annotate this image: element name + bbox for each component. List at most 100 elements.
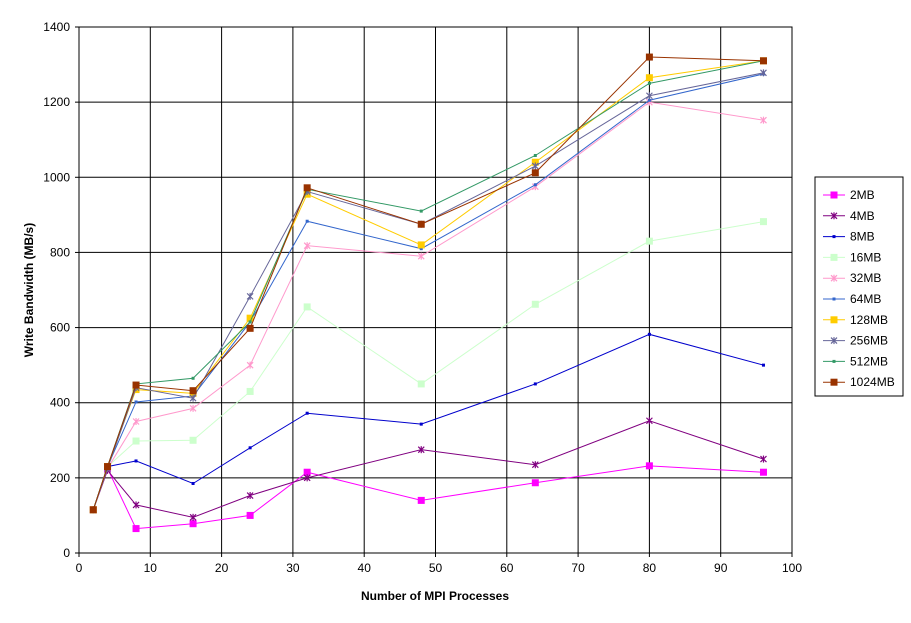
data-point: [760, 455, 767, 463]
data-point: [248, 446, 252, 450]
data-point: [419, 422, 423, 426]
x-tick-label: 20: [215, 561, 229, 575]
data-point: [531, 169, 539, 177]
legend-marker: [830, 253, 838, 261]
series-1024mb: [89, 53, 767, 514]
data-point: [134, 459, 138, 463]
data-point: [189, 387, 197, 395]
data-point: [647, 81, 651, 85]
data-point: [417, 220, 425, 228]
series-256mb: [89, 69, 767, 514]
data-point: [417, 241, 425, 249]
legend-marker: [832, 235, 836, 239]
y-tick-label: 400: [50, 396, 70, 410]
data-point: [305, 219, 309, 223]
data-point: [246, 511, 254, 519]
plot-area: [75, 26, 793, 557]
legend-label: 8MB: [850, 230, 875, 244]
data-point: [531, 162, 539, 170]
data-point: [533, 183, 537, 187]
data-point: [191, 376, 195, 380]
data-point: [759, 468, 767, 476]
x-tick-label: 70: [571, 561, 585, 575]
data-point: [647, 98, 651, 102]
data-point: [303, 242, 311, 250]
series-layer: [89, 53, 767, 533]
x-axis-ticks: 0 10 20 30 40 50 60 70 80 90 100: [76, 561, 803, 575]
data-point: [189, 513, 197, 521]
series-line: [92, 221, 764, 510]
data-point: [303, 474, 311, 482]
legend-label: 2MB: [850, 188, 875, 202]
data-point: [645, 92, 653, 100]
x-tick-label: 90: [714, 561, 728, 575]
x-tick-label: 60: [500, 561, 514, 575]
data-point: [759, 218, 767, 226]
series-line: [92, 72, 764, 510]
y-axis-ticks: 0 200 400 600 800 1000 1200 1400: [43, 20, 70, 560]
x-tick-label: 30: [286, 561, 300, 575]
legend-item: 256MB: [823, 334, 888, 348]
data-point: [303, 184, 311, 192]
data-point: [305, 411, 309, 415]
data-point: [248, 320, 252, 324]
data-point: [132, 501, 140, 509]
series-line: [92, 101, 764, 510]
series-2mb: [89, 462, 767, 533]
data-point: [645, 237, 653, 245]
legend-marker: [830, 274, 838, 282]
data-point: [760, 116, 767, 124]
data-point: [645, 462, 653, 470]
legend-marker: [832, 297, 836, 301]
data-point: [246, 292, 254, 300]
series-line: [92, 73, 764, 510]
data-point: [759, 57, 767, 65]
data-point: [189, 436, 197, 444]
x-axis-title: Number of MPI Processes: [361, 589, 509, 603]
series-line: [92, 420, 764, 518]
y-tick-label: 0: [63, 546, 70, 560]
data-point: [761, 363, 765, 367]
data-point: [531, 300, 539, 308]
data-point: [189, 520, 197, 528]
legend-label: 512MB: [850, 354, 888, 368]
series-line: [92, 333, 764, 510]
legend-item: 4MB: [823, 209, 875, 223]
legend-item: 8MB: [823, 230, 875, 244]
data-point: [104, 463, 112, 471]
data-point: [417, 380, 425, 388]
legend-marker: [830, 191, 838, 199]
data-point: [191, 481, 195, 485]
data-point: [303, 468, 311, 476]
data-point: [246, 361, 254, 369]
legend-item: 64MB: [823, 292, 881, 306]
y-tick-label: 200: [50, 471, 70, 485]
legend-label: 256MB: [850, 334, 888, 348]
data-point: [531, 461, 539, 469]
legend-item: 512MB: [823, 354, 888, 368]
legend-item: 32MB: [823, 271, 881, 285]
data-point: [246, 387, 254, 395]
legend-label: 64MB: [850, 292, 881, 306]
y-tick-label: 1000: [43, 170, 70, 184]
y-tick-label: 600: [50, 321, 70, 335]
data-point: [134, 400, 138, 404]
data-point: [419, 209, 423, 213]
y-axis-title: Write Bandwidth (MB/s): [22, 223, 36, 357]
legend-marker: [830, 337, 838, 345]
legend-box: [814, 176, 904, 397]
data-point: [645, 417, 653, 425]
legend-label: 128MB: [850, 313, 888, 327]
data-point: [189, 404, 197, 412]
data-point: [189, 394, 197, 402]
legend-marker: [830, 316, 838, 324]
data-point: [647, 332, 651, 336]
data-point: [645, 74, 653, 82]
legend-marker: [830, 212, 838, 220]
x-tick-label: 100: [782, 561, 802, 575]
y-tick-label: 1200: [43, 95, 70, 109]
legend-item: 16MB: [823, 250, 881, 264]
data-point: [417, 496, 425, 504]
data-point: [417, 446, 425, 454]
